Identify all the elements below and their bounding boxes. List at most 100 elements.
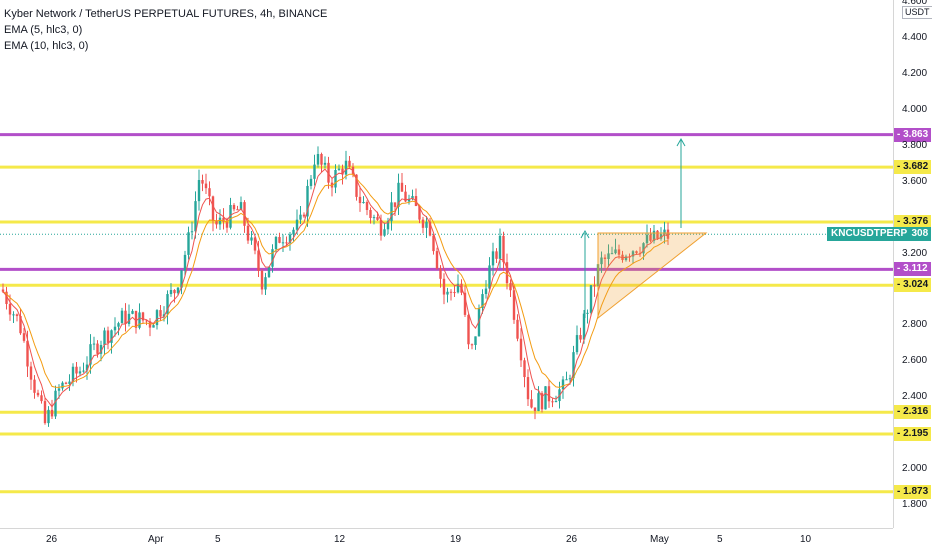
candle-body [239, 202, 243, 210]
level-badge-2: - 3.376 [894, 215, 932, 229]
chart-pane[interactable]: Kyber Network / TetherUS PERPETUAL FUTUR… [0, 0, 893, 528]
candle-body [519, 338, 523, 361]
candle-body [33, 379, 36, 393]
candle-body [516, 319, 519, 339]
candle-body [1, 289, 5, 292]
candle-body [12, 314, 15, 316]
level-badge-0: - 3.863 [894, 127, 932, 142]
candle-body [57, 388, 61, 391]
candle-body [456, 283, 460, 293]
candle-body [250, 237, 253, 241]
candle-body [418, 206, 421, 220]
price-tick: 3.800 [902, 139, 928, 151]
candle-body [127, 313, 131, 324]
candle-body [264, 277, 267, 290]
candle-body [43, 401, 47, 424]
candle-body [131, 310, 134, 314]
candle-body [194, 201, 197, 232]
candle-body [551, 401, 554, 403]
candle-body [204, 183, 208, 189]
candle-body [145, 320, 148, 322]
ema-fast-line [2, 167, 669, 408]
candle-body [617, 249, 621, 255]
candle-body [292, 229, 295, 235]
candle-body [47, 409, 50, 424]
time-tick: 26 [566, 534, 578, 545]
candle-body [173, 289, 176, 294]
candle-body [61, 382, 64, 389]
ema-slow-line [2, 173, 669, 388]
symbol-title[interactable]: Kyber Network / TetherUS PERPETUAL FUTUR… [4, 8, 328, 20]
candle-body [50, 409, 54, 417]
candle-body [320, 154, 323, 165]
candle-body [495, 251, 498, 259]
candle-body [15, 314, 19, 317]
ticker-label: KNCUSDTPERP [827, 227, 912, 242]
candle-body [162, 314, 166, 317]
candle-body [579, 335, 582, 340]
candle-body [544, 386, 547, 410]
candle-body [355, 174, 358, 197]
candle-body [407, 198, 411, 202]
candle-body [397, 182, 400, 207]
candle-body [274, 237, 278, 250]
price-axis[interactable]: - 3.863 - 3.682 - 3.376 - 3.112- 3.024 - 2.3… [893, 0, 932, 528]
candle-body [540, 393, 544, 410]
time-axis[interactable]: 26 Apr 5 12 19 26 May 5 10 [0, 528, 893, 551]
ema-slow-label[interactable]: EMA (10, hlc3, 0) [4, 40, 89, 52]
time-tick: Apr [148, 534, 164, 545]
candle-body [99, 344, 103, 354]
candle-body [652, 230, 656, 241]
candle-body [341, 168, 344, 175]
candle-body [589, 285, 593, 313]
candle-body [502, 235, 505, 263]
level-badge-1: - 3.682 [894, 160, 932, 175]
level-badge-6: - 2.195 [894, 426, 932, 441]
candle-body [470, 344, 474, 346]
candle-body [369, 209, 372, 219]
candle-body [659, 234, 663, 239]
candle-body [75, 366, 78, 374]
candle-body [26, 340, 29, 367]
candle-body [36, 392, 40, 396]
candle-body [89, 344, 92, 365]
candle-body [208, 188, 211, 197]
candle-body [246, 225, 250, 241]
candle-body [271, 249, 274, 267]
candle-body [600, 257, 603, 265]
candle-body [152, 325, 155, 328]
candle-body [337, 168, 341, 170]
candle-body [267, 266, 271, 278]
candle-body [344, 160, 348, 175]
price-chart[interactable] [0, 0, 893, 528]
candle-body [432, 235, 435, 252]
candle-body [393, 202, 397, 207]
candle-body [19, 316, 22, 334]
candle-body [8, 303, 12, 315]
candle-body [334, 169, 337, 188]
candle-body [498, 235, 502, 259]
candle-body [603, 257, 607, 260]
candle-body [442, 278, 446, 295]
candle-body [232, 204, 236, 210]
candle-body [568, 378, 572, 380]
candle-body [484, 288, 488, 295]
candle-body [288, 234, 292, 243]
candle-body [376, 217, 379, 220]
candle-body [449, 291, 453, 293]
candle-body [372, 217, 376, 219]
candle-body [572, 352, 575, 379]
candle-body [309, 178, 313, 186]
price-tick: 1.800 [902, 498, 928, 510]
candle-body [358, 196, 362, 204]
chart-legend: Kyber Network / TetherUS PERPETUAL FUTUR… [4, 6, 327, 54]
candle-body [96, 343, 99, 354]
level-badge-4: - 3.024 [894, 278, 932, 293]
candle-body [229, 204, 232, 228]
ema-fast-label[interactable]: EMA (5, hlc3, 0) [4, 24, 83, 36]
candle-body [197, 180, 201, 202]
candle-body [215, 220, 218, 225]
candle-body [435, 251, 439, 269]
candle-body [257, 250, 260, 271]
candle-body [582, 313, 586, 340]
